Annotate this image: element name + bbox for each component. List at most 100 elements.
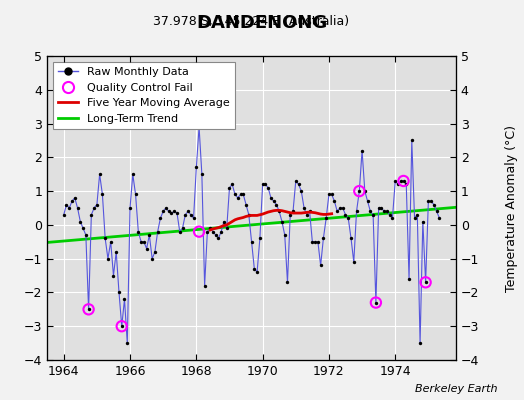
Point (154, 228, 162, 235)
Point (115, 289, 123, 296)
Point (128, 171, 137, 178)
Point (156, 215, 165, 221)
Point (391, 178, 399, 184)
Point (355, 188, 364, 194)
Point (256, 235, 264, 242)
Point (60, 212, 68, 218)
Point (319, 235, 328, 242)
Point (176, 228, 184, 235)
Point (195, 124, 203, 130)
Point (358, 147, 366, 154)
Point (311, 238, 319, 245)
Point (209, 228, 217, 235)
Point (397, 178, 405, 184)
Point (151, 249, 159, 255)
Point (145, 232, 154, 238)
Point (87, 212, 95, 218)
Point (386, 212, 394, 218)
Point (410, 215, 419, 221)
Point (225, 184, 234, 191)
Point (195, 228, 203, 235)
Point (316, 262, 325, 269)
Point (328, 191, 336, 198)
Point (405, 276, 413, 282)
Point (212, 232, 220, 238)
Point (297, 188, 305, 194)
Point (402, 181, 410, 188)
Point (167, 210, 176, 216)
Point (187, 212, 195, 218)
Point (250, 266, 258, 272)
Point (134, 228, 143, 235)
Point (394, 181, 402, 188)
Point (228, 181, 236, 188)
Point (369, 212, 377, 218)
Point (165, 208, 173, 214)
Point (189, 215, 198, 221)
Point (253, 269, 261, 275)
Point (416, 340, 424, 346)
Point (121, 296, 129, 302)
Point (206, 225, 214, 232)
Point (95, 171, 104, 178)
Point (377, 205, 386, 211)
Point (245, 212, 253, 218)
Point (106, 238, 115, 245)
Point (430, 202, 438, 208)
Point (159, 208, 167, 214)
Point (234, 195, 242, 201)
Point (137, 238, 145, 245)
Point (336, 205, 344, 211)
Point (261, 181, 269, 188)
Point (325, 191, 333, 198)
Point (408, 137, 416, 144)
Point (280, 232, 289, 238)
Point (372, 299, 380, 306)
Point (333, 208, 342, 214)
Point (361, 188, 369, 194)
Point (303, 212, 311, 218)
Point (173, 210, 181, 216)
Point (275, 208, 283, 214)
Point (98, 191, 106, 198)
Point (181, 212, 190, 218)
Point (62, 202, 71, 208)
Point (330, 198, 339, 204)
Point (278, 218, 286, 225)
Point (291, 178, 300, 184)
Point (399, 178, 408, 184)
Point (242, 202, 250, 208)
Text: DANDENONG: DANDENONG (196, 14, 328, 32)
Point (203, 228, 212, 235)
Point (214, 235, 223, 242)
Point (388, 215, 397, 221)
Point (231, 191, 239, 198)
Point (223, 225, 231, 232)
Point (286, 212, 294, 218)
Point (347, 235, 355, 242)
Point (236, 191, 245, 198)
Point (170, 208, 178, 214)
Point (432, 208, 441, 214)
Point (264, 184, 272, 191)
Point (162, 205, 170, 211)
Point (73, 205, 82, 211)
Point (424, 198, 432, 204)
Point (79, 225, 88, 232)
Point (380, 208, 388, 214)
Point (383, 208, 391, 214)
Point (419, 218, 427, 225)
Point (110, 272, 118, 279)
Point (300, 205, 308, 211)
Point (421, 279, 430, 286)
Point (258, 181, 267, 188)
Point (308, 238, 316, 245)
Point (198, 171, 206, 178)
Point (269, 198, 278, 204)
Point (247, 238, 256, 245)
Point (267, 195, 275, 201)
Point (76, 218, 84, 225)
Point (140, 238, 148, 245)
Point (283, 279, 292, 286)
Point (192, 164, 201, 171)
